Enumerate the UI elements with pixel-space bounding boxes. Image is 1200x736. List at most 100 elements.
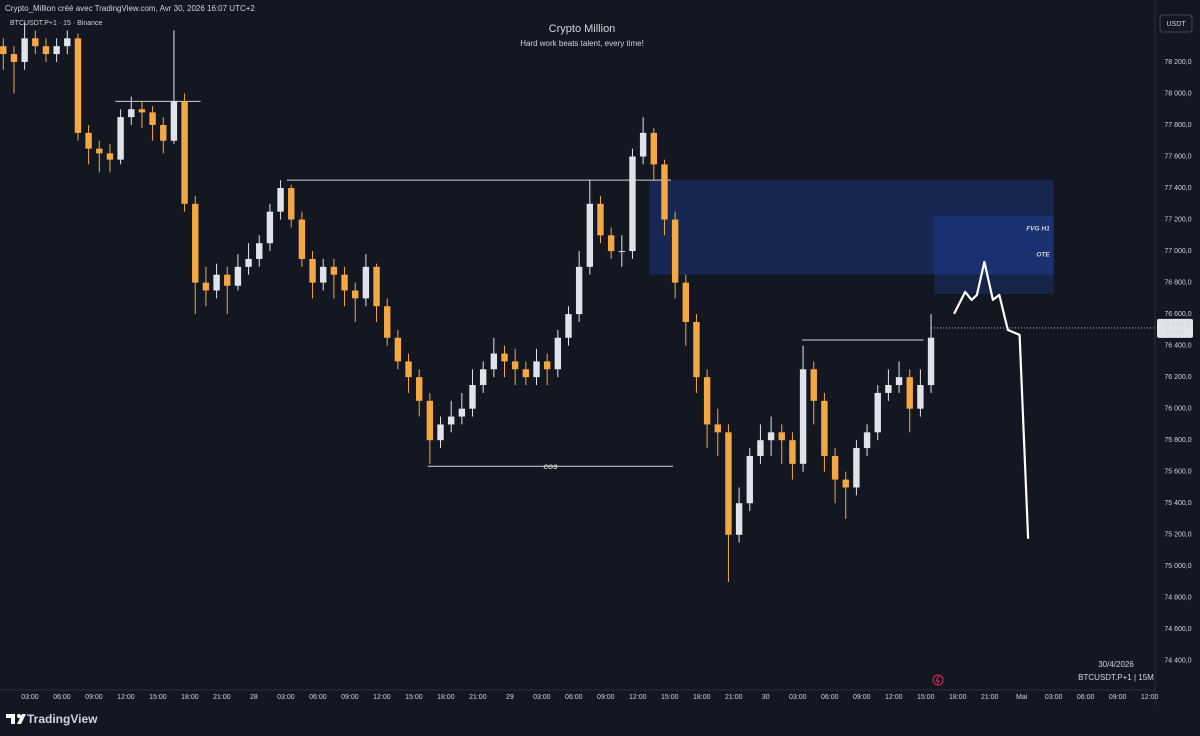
tradingview-logo[interactable] [6,714,26,724]
candle-body [693,321,700,378]
x-tick-label: 09:00 [597,694,615,701]
candle-body [128,109,135,118]
candle-body [64,38,71,47]
y-tick-label: 75 200,0 [1164,532,1191,539]
projection-path [953,260,1030,539]
x-tick-label: 15:00 [405,694,423,701]
candle-body [543,361,551,370]
x-tick-label: Mai [1016,694,1028,701]
candle-body [597,203,604,236]
x-tick-label: 18:00 [693,694,711,701]
x-tick-label: 09:00 [85,694,103,701]
candle-body [320,266,327,283]
candle-body [469,385,476,409]
candle-body [138,109,146,113]
candle-body [288,188,295,220]
candle-body [863,432,871,449]
x-tick-label: 21:00 [725,694,743,701]
candle-body [96,148,103,154]
candle-body [575,266,583,315]
candle-body [192,203,199,283]
candle-body [170,101,178,141]
logo-slash [17,714,26,724]
footer-date: 30/4/2026 [1098,660,1134,669]
logo-shape [6,714,15,724]
x-tick-label: 28 [250,694,258,701]
candle-body [202,282,210,291]
candle-body [671,219,679,283]
candle-body [714,424,721,433]
chart-subtitle: Hard work beats talent, every time! [520,39,644,48]
x-tick-label: 12:00 [117,694,135,701]
candle-body [437,424,444,441]
candle-body [42,46,50,55]
candle-body [639,132,647,157]
x-tick-label: 03:00 [21,694,39,701]
candle-body [554,337,562,370]
y-tick-label: 76 400,0 [1164,342,1191,349]
candle-body [682,282,689,322]
x-tick-label: 09:00 [341,694,359,701]
x-tick-label: 12:00 [629,694,647,701]
x-tick-label: 18:00 [181,694,199,701]
candle-body [266,211,274,244]
candle-body [160,124,167,141]
footer-bar [0,706,1200,736]
chart-title: Crypto Million [549,23,616,35]
x-tick-label: 06:00 [1077,694,1095,701]
candle-body [778,432,785,441]
x-tick-label: 03:00 [533,694,551,701]
currency-box[interactable] [1159,14,1193,33]
candle-body [394,337,402,362]
candle-body [362,266,370,299]
candle-body [810,369,817,401]
candle-body [447,416,455,425]
footer-symbol: BTCUSDT.P+1 | 15M [1078,673,1154,682]
candle-body [245,258,252,267]
candle-body [767,432,775,441]
candle-body [789,440,796,464]
y-tick-label: 74 600,0 [1164,626,1191,633]
y-tick-label: 77 400,0 [1164,185,1191,192]
candle-body [458,408,466,417]
x-tick-label: 06:00 [53,694,71,701]
symbol-line: BTCUSDT.P+1 · 15 · Binance [10,20,103,27]
x-tick-label: 18:00 [949,694,967,701]
candle-body [501,353,508,362]
x-tick-label: 12:00 [885,694,903,701]
last-price-label: 76 512,3 [1161,321,1188,328]
last-price-box [1157,318,1193,338]
candle-body [426,400,434,441]
candle-body [234,266,242,286]
candle-body [384,306,391,338]
candle-body [341,274,348,291]
candle-body [725,432,732,535]
currency-label[interactable]: USDT [1166,21,1186,28]
candle-body [21,38,28,62]
y-tick-label: 74 400,0 [1164,658,1191,665]
candle-body [821,400,828,456]
candle-body [277,188,284,212]
candle-body [565,314,572,338]
candle-body [10,54,18,62]
candle-body [650,132,657,165]
y-tick-label: 78 000,0 [1164,90,1191,97]
candle-body [224,274,231,286]
candle-body [757,440,764,456]
y-tick-label: 75 600,0 [1164,469,1191,476]
candle-body [853,448,860,488]
candle-body [607,235,615,252]
branding[interactable]: TradingView [27,712,98,726]
candle-body [149,112,156,125]
zone [934,215,1054,294]
x-tick-label: 03:00 [277,694,295,701]
event-icon[interactable] [932,674,944,686]
candle-body [874,392,881,433]
y-tick-label: 76 200,0 [1164,374,1191,381]
x-tick-label: 29 [506,694,514,701]
candle-body [32,38,39,47]
candle-body [256,243,263,259]
candle-body [522,369,530,378]
